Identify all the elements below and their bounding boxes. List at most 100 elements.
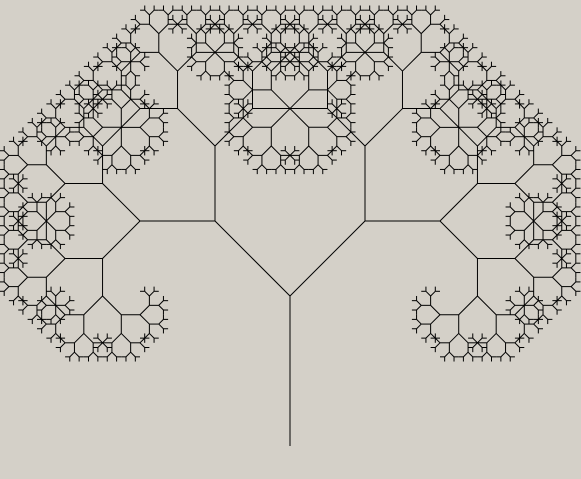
tree-branch-level-7 (327, 80, 336, 89)
tree-branch-level-7 (524, 221, 533, 230)
tree-branch-level-9 (187, 10, 192, 15)
tree-branch-level-7 (412, 24, 421, 33)
tree-branch-level-9 (285, 62, 290, 67)
tree-branch-level-9 (402, 24, 407, 29)
tree-branch-level-5 (515, 258, 534, 277)
tree-branch-level-7 (93, 118, 102, 127)
tree-branch-level-9 (543, 315, 548, 320)
tree-branch-level-9 (327, 57, 332, 62)
tree-branch-level-9 (140, 151, 145, 156)
tree-branch-level-7 (440, 52, 449, 61)
tree-branch-level-9 (534, 118, 539, 123)
tree-branch-level-9 (295, 48, 300, 53)
tree-branch-level-9 (51, 123, 56, 128)
tree-branch-level-9 (37, 198, 42, 203)
tree-branch-level-9 (206, 10, 211, 15)
tree-branch-level-9 (281, 29, 286, 34)
tree-branch-level-9 (276, 165, 281, 170)
tree-branch-level-7 (496, 333, 505, 342)
tree-branch-level-9 (435, 57, 440, 62)
tree-branch-level-9 (229, 118, 234, 123)
tree-branch-level-9 (374, 71, 379, 76)
tree-branch-level-9 (337, 66, 342, 71)
tree-branch-level-9 (149, 333, 154, 338)
tree-branch-level-9 (445, 352, 450, 357)
tree-branch-level-9 (398, 24, 403, 29)
tree-branch-level-9 (79, 95, 84, 100)
tree-branch-level-9 (18, 179, 23, 184)
tree-branch-level-9 (126, 165, 131, 170)
tree-branch-level-9 (14, 296, 19, 301)
tree-branch-level-9 (178, 24, 183, 29)
tree-branch-level-9 (32, 123, 37, 128)
tree-branch-level-5 (159, 52, 178, 71)
tree-branch-level-9 (571, 169, 576, 174)
tree-branch-level-9 (445, 71, 450, 76)
tree-branch-level-9 (510, 230, 515, 235)
tree-branch-level-9 (477, 151, 482, 156)
tree-branch-level-7 (93, 127, 102, 136)
tree-branch-level-5 (440, 109, 459, 128)
tree-branch-level-9 (431, 291, 436, 296)
tree-branch-level-7 (365, 43, 374, 52)
tree-branch-level-9 (79, 76, 84, 81)
tree-branch-level-7 (84, 333, 93, 342)
tree-branch-level-9 (538, 315, 543, 320)
tree-branch-level-7 (431, 315, 440, 324)
tree-branch-level-9 (276, 48, 281, 53)
tree-branch-level-9 (140, 155, 145, 160)
tree-branch-level-9 (276, 71, 281, 76)
tree-branch-level-9 (295, 29, 300, 34)
tree-branch-level-9 (571, 188, 576, 193)
tree-branch-level-9 (299, 71, 304, 76)
tree-branch-level-9 (234, 62, 239, 67)
tree-branch-level-7 (140, 127, 149, 136)
tree-branch-level-9 (107, 85, 112, 90)
tree-branch-level-9 (163, 10, 168, 15)
tree-branch-level-9 (145, 104, 150, 109)
tree-branch-level-7 (552, 155, 561, 164)
tree-branch-level-9 (501, 352, 506, 357)
tree-branch-level-9 (79, 137, 84, 142)
tree-branch-level-9 (449, 48, 454, 53)
tree-branch-level-9 (571, 174, 576, 179)
tree-branch-level-9 (229, 132, 234, 137)
tree-branch-level-9 (18, 258, 23, 263)
tree-branch-level-5 (103, 127, 122, 146)
tree-branch-level-9 (431, 333, 436, 338)
tree-branch-level-9 (56, 333, 61, 338)
tree-branch-level-9 (32, 198, 37, 203)
tree-branch-level-9 (140, 62, 145, 67)
tree-branch-level-9 (351, 29, 356, 34)
tree-branch-level-9 (463, 165, 468, 170)
tree-branch-level-9 (445, 85, 450, 90)
tree-branch-level-9 (60, 343, 65, 348)
tree-branch-level-9 (126, 352, 131, 357)
tree-branch-level-9 (510, 305, 515, 310)
tree-branch-level-9 (112, 48, 117, 53)
tree-branch-level-9 (365, 24, 370, 29)
tree-branch-level-9 (468, 48, 473, 53)
tree-branch-level-9 (140, 95, 145, 100)
tree-branch-level-7 (552, 165, 561, 174)
tree-branch-level-5 (402, 52, 421, 71)
tree-branch-level-9 (332, 66, 337, 71)
tree-branch-level-9 (510, 226, 515, 231)
tree-branch-level-9 (126, 85, 131, 90)
tree-branch-level-7 (449, 99, 458, 108)
tree-branch-level-9 (534, 132, 539, 137)
tree-branch-level-9 (192, 43, 197, 48)
tree-branch-level-9 (65, 305, 70, 310)
tree-branch-level-9 (501, 85, 506, 90)
tree-branch-level-9 (14, 184, 19, 189)
tree-branch-level-9 (346, 137, 351, 142)
tree-branch-level-9 (65, 137, 70, 142)
tree-branch-level-1 (290, 221, 365, 296)
tree-branch-level-9 (459, 43, 464, 48)
tree-branch-level-9 (229, 80, 234, 85)
tree-branch-level-7 (131, 52, 140, 61)
tree-branch-level-5 (384, 52, 403, 71)
tree-branch-level-9 (417, 301, 422, 306)
tree-branch-level-9 (571, 244, 576, 249)
tree-branch-level-7 (112, 99, 121, 108)
